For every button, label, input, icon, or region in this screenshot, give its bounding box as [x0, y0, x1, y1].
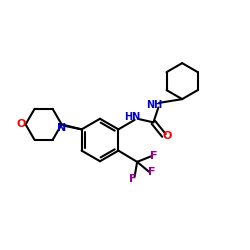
Text: F: F [150, 150, 158, 161]
Text: O: O [17, 120, 26, 130]
Text: F: F [148, 168, 156, 177]
Text: HN: HN [124, 112, 140, 122]
Text: N: N [58, 124, 67, 134]
Text: F: F [129, 174, 136, 184]
Text: O: O [163, 131, 172, 141]
Text: NH: NH [146, 100, 162, 110]
